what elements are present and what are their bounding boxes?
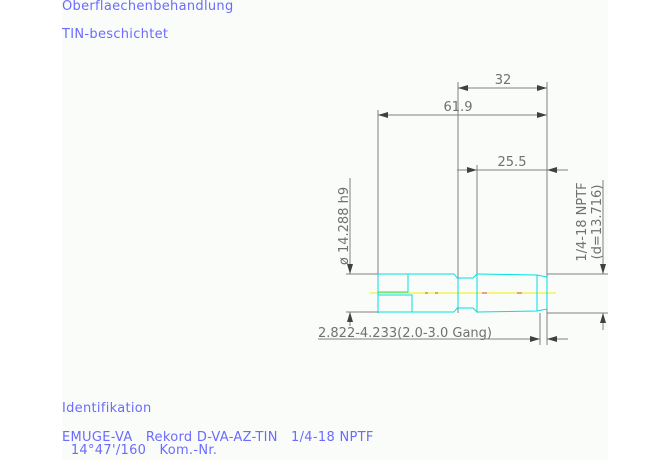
- dim-thread-text: 1/4-18 NPTF: [575, 182, 590, 261]
- dimension-lines: [318, 85, 606, 342]
- drawing-sheet: [62, 0, 608, 460]
- dim-32-text: 32: [495, 73, 512, 88]
- dim-diameter-text: ø 14.288 h9: [337, 187, 352, 265]
- dim-thread-d-text: (d=13.716): [590, 185, 605, 260]
- dim-61-9-text: 61.9: [444, 100, 473, 115]
- dim-25-5-text: 25.5: [498, 155, 527, 170]
- identification-label: Identifikation: [62, 401, 152, 416]
- surface-treatment-value: TIN-beschichtet: [62, 27, 169, 42]
- surface-treatment-label: Oberflaechenbehandlung: [62, 0, 234, 14]
- part-outline: [377, 272, 548, 314]
- identification-line-1: EMUGE-VA Rekord D-VA-AZ-TIN 1/4-18 NPTF: [62, 430, 374, 445]
- identification-line-2: 14°47'/160 Kom.-Nr.: [62, 443, 218, 458]
- dim-chamfer-text: 2.822-4.233(2.0-3.0 Gang): [318, 326, 492, 341]
